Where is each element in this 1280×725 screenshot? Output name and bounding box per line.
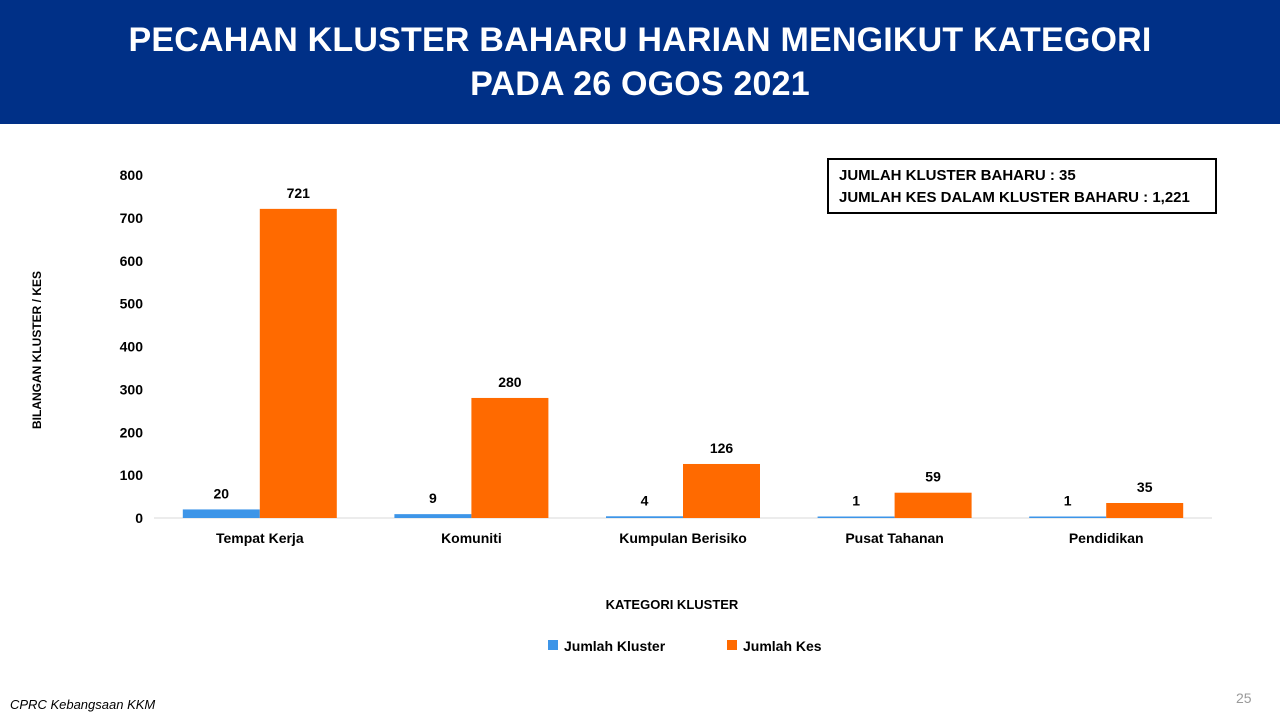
y-tick-label: 300 — [120, 381, 144, 397]
y-tick-label: 700 — [120, 210, 144, 226]
bar-jumlah-kes — [471, 397, 549, 518]
data-label: 35 — [1137, 479, 1153, 495]
page-title-line1: PECAHAN KLUSTER BAHARU HARIAN MENGIKUT K… — [128, 21, 1152, 59]
y-tick-label: 500 — [120, 296, 144, 312]
x-tick-label: Kumpulan Berisiko — [619, 530, 747, 546]
data-label: 721 — [287, 185, 311, 201]
bar-jumlah-kluster — [606, 516, 683, 518]
data-label: 4 — [641, 492, 649, 508]
legend-label: Jumlah Kes — [743, 638, 822, 654]
data-label: 59 — [925, 469, 941, 485]
y-tick-label: 100 — [120, 467, 144, 483]
bar-jumlah-kes — [1106, 502, 1184, 518]
x-tick-label: Pendidikan — [1069, 530, 1144, 546]
legend-swatch — [727, 640, 737, 650]
summary-box: JUMLAH KLUSTER BAHARU : 35 JUMLAH KES DA… — [827, 158, 1217, 214]
source-credit: CPRC Kebangsaan KKM — [10, 697, 156, 712]
data-label: 20 — [214, 485, 230, 501]
y-tick-label: 600 — [120, 253, 144, 269]
data-label: 126 — [710, 440, 734, 456]
bar-jumlah-kes — [259, 208, 337, 518]
x-tick-label: Komuniti — [441, 530, 502, 546]
x-tick-label: Pusat Tahanan — [845, 530, 944, 546]
legend-swatch — [548, 640, 558, 650]
summary-total-cases: JUMLAH KES DALAM KLUSTER BAHARU : 1,221 — [839, 189, 1190, 206]
summary-total-clusters: JUMLAH KLUSTER BAHARU : 35 — [839, 167, 1076, 184]
x-axis-title: KATEGORI KLUSTER — [606, 597, 739, 612]
y-tick-label: 200 — [120, 424, 144, 440]
data-label: 280 — [498, 374, 522, 390]
chart-area: 0 100 200 300 400 500 600 700 800 20 721 Tempat Ker… — [0, 124, 1280, 720]
bar-jumlah-kluster — [182, 509, 260, 518]
bar-jumlah-kluster — [1029, 516, 1107, 518]
header-banner: PECAHAN KLUSTER BAHARU HARIAN MENGIKUT K… — [0, 0, 1280, 124]
legend-label: Jumlah Kluster — [564, 638, 666, 654]
bar-jumlah-kes — [894, 492, 972, 518]
y-tick-label: 0 — [135, 510, 143, 526]
data-label: 1 — [1064, 493, 1072, 509]
bar-jumlah-kluster — [817, 516, 895, 518]
data-label: 1 — [852, 493, 860, 509]
page-title-line2: PADA 26 OGOS 2021 — [470, 65, 810, 103]
page-number: 25 — [1236, 690, 1252, 706]
bar-jumlah-kes — [683, 463, 760, 518]
data-label: 9 — [429, 490, 437, 506]
bar-jumlah-kluster — [394, 514, 472, 518]
y-tick-label: 800 — [120, 167, 144, 183]
x-tick-label: Tempat Kerja — [216, 530, 304, 546]
y-axis-title: BILANGAN KLUSTER / KES — [30, 271, 44, 429]
y-tick-label: 400 — [120, 339, 144, 355]
bar-chart: 0 100 200 300 400 500 600 700 800 20 721 Tempat Ker… — [30, 167, 1212, 654]
